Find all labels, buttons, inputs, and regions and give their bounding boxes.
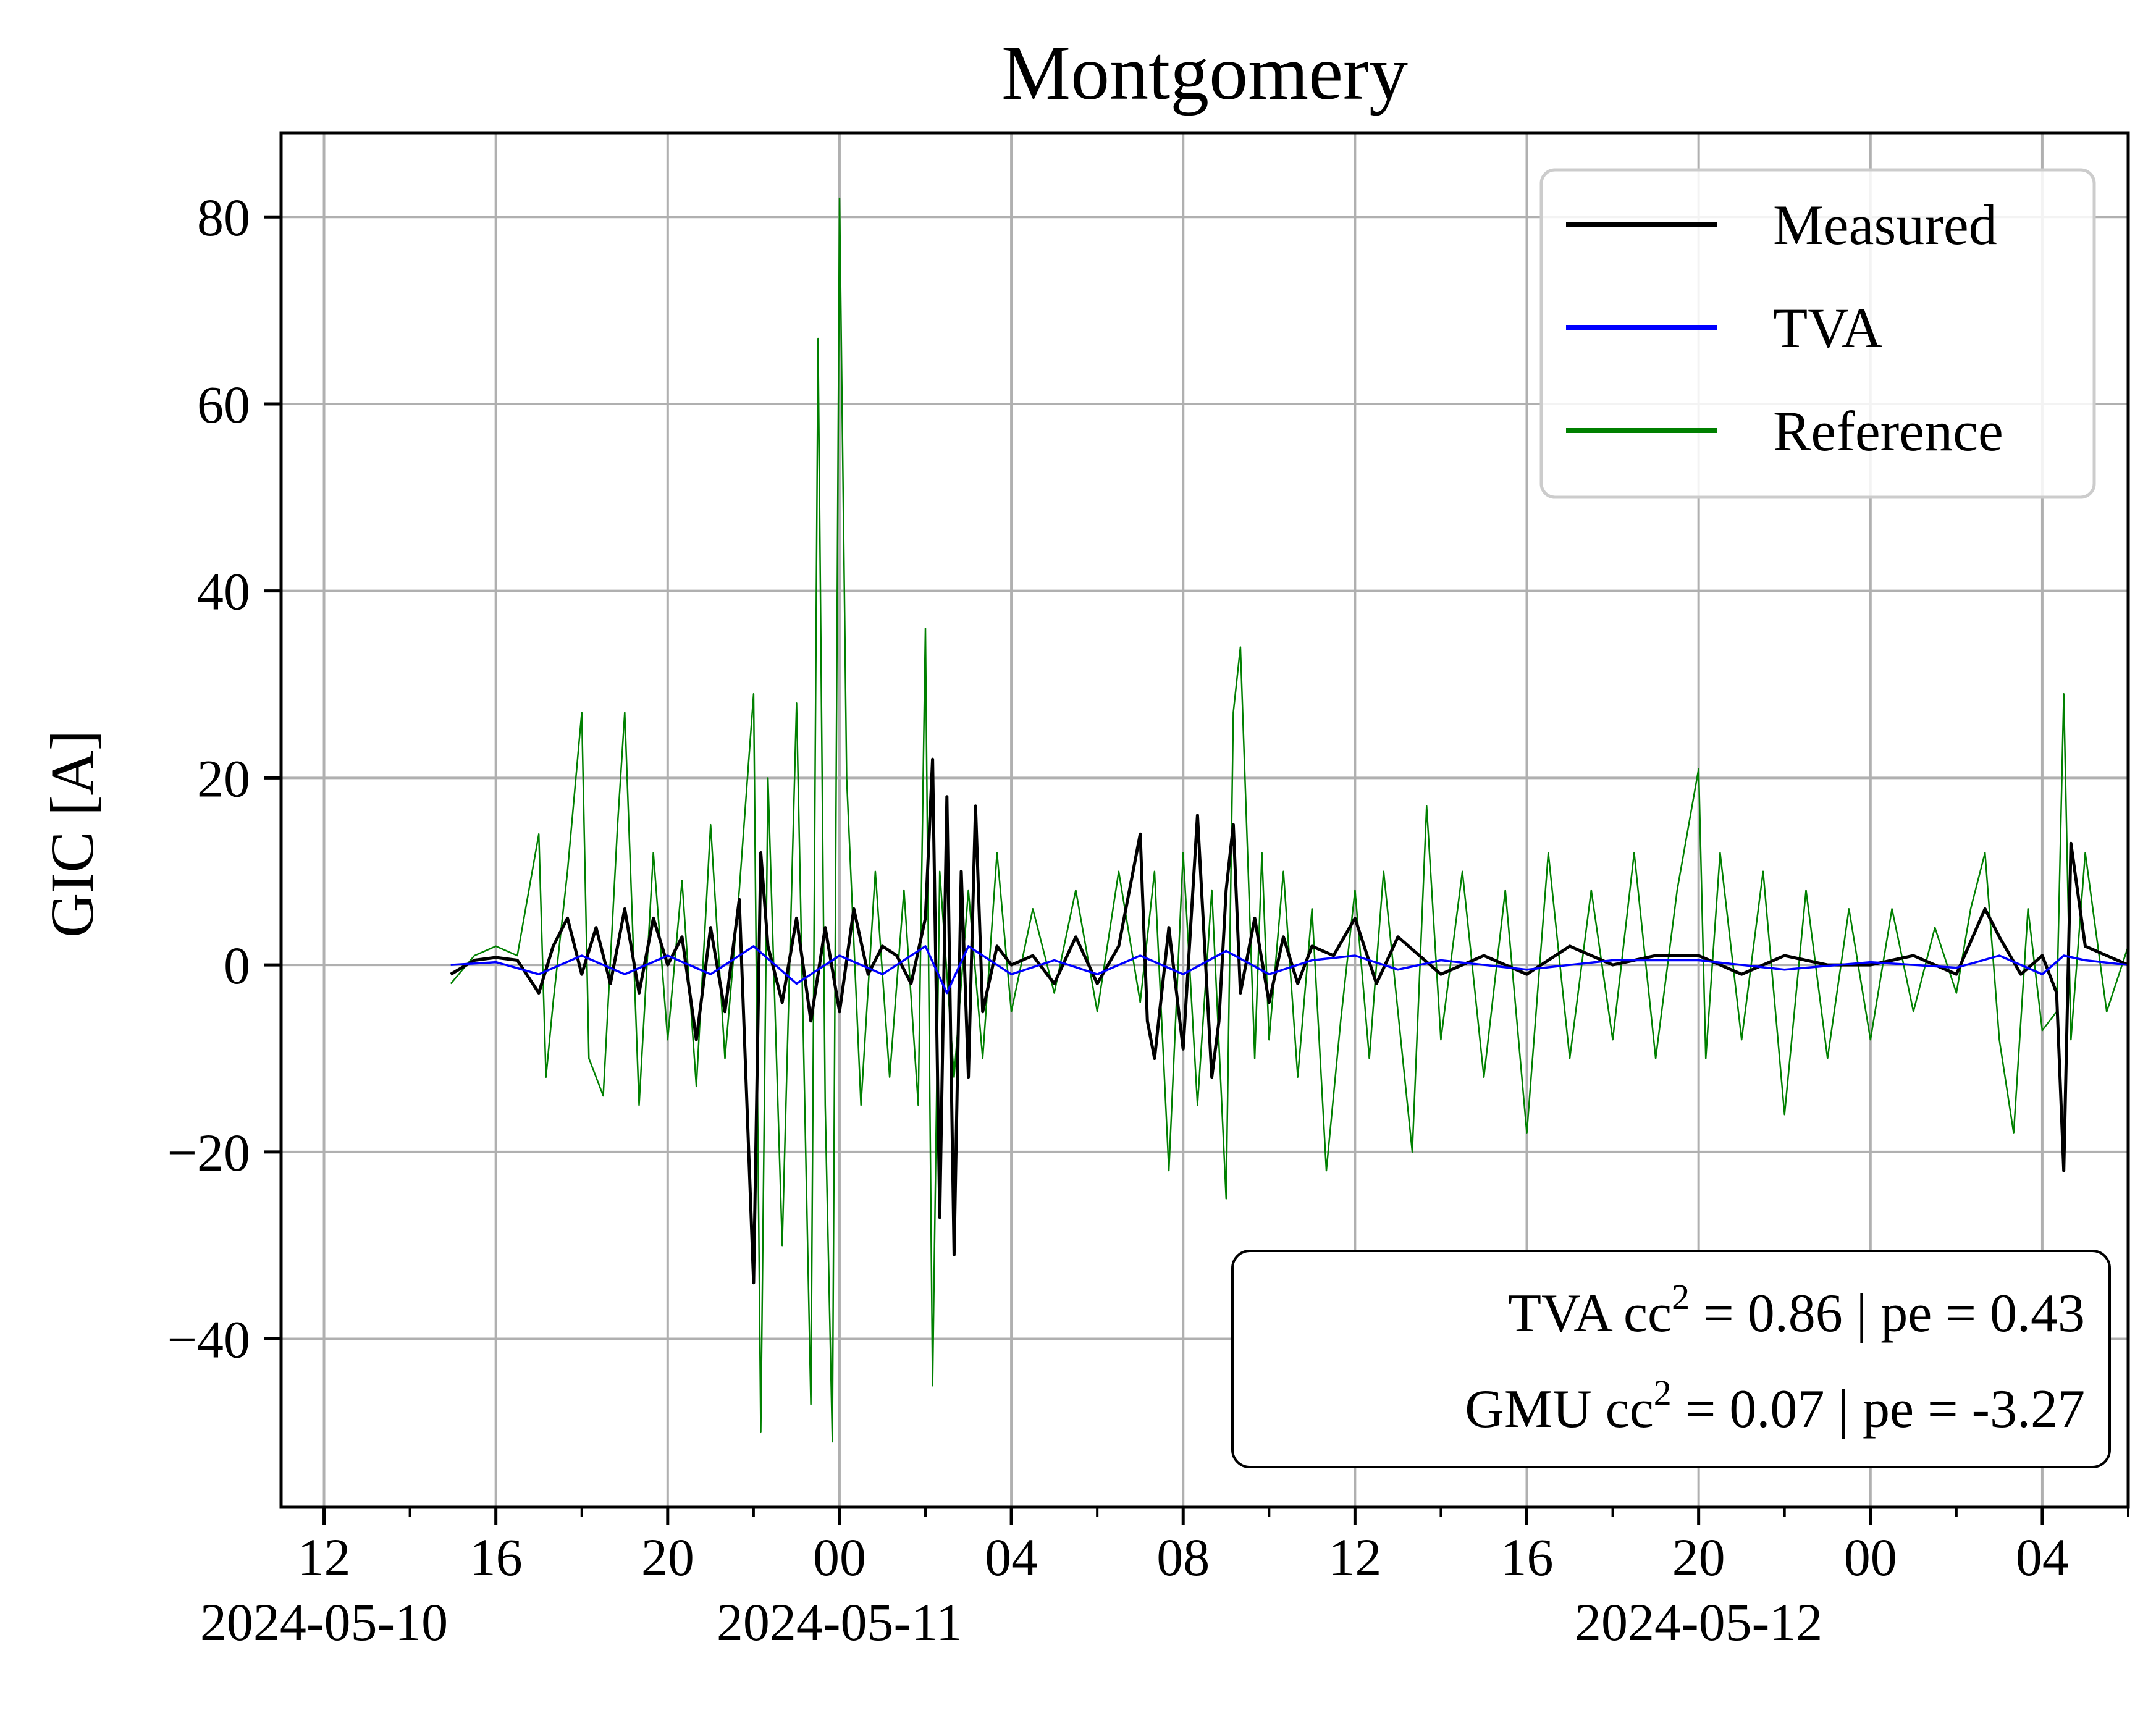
x-tick-label: 20: [1672, 1528, 1725, 1587]
y-axis: 80 60 40 20 0 −20 −40: [167, 188, 281, 1369]
chart-title: Montgomery: [1001, 30, 1408, 116]
series-line-tva: [450, 945, 2129, 995]
x-tick-label: 08: [1156, 1528, 1210, 1587]
y-tick-label: −20: [167, 1123, 250, 1182]
x-tick-label: 16: [1501, 1528, 1554, 1587]
annotation-tva: TVA cc2 = 0.86 | pe = 0.43: [1508, 1277, 2085, 1344]
annotation-gmu: GMU cc2 = 0.07 | pe = -3.27: [1465, 1373, 2085, 1439]
series-line-measured: [450, 757, 2129, 1285]
metrics-annotation: TVA cc2 = 0.86 | pe = 0.43 GMU cc2 = 0.0…: [1231, 1250, 2111, 1468]
y-tick-label: 40: [197, 562, 250, 621]
legend-label-measured: Measured: [1773, 193, 1997, 256]
y-tick-label: 20: [197, 749, 250, 808]
x-tick-label: 04: [985, 1528, 1038, 1587]
y-tick-label: −40: [167, 1310, 250, 1369]
x-tick-label: 04: [2016, 1528, 2069, 1587]
legend-label-reference: Reference: [1773, 400, 2003, 463]
y-tick-label: 0: [224, 936, 250, 995]
x-tick-label: 12: [1328, 1528, 1381, 1587]
y-tick-label: 60: [197, 375, 250, 434]
legend-label-tva: TVA: [1773, 297, 1882, 360]
x-tick-label: 12: [298, 1528, 351, 1587]
annotation-box: [1231, 1250, 2111, 1468]
series-line-reference: [450, 197, 2129, 1443]
x-tick-label: 00: [1844, 1528, 1897, 1587]
y-tick-label: 80: [197, 188, 250, 247]
legend-box: [1539, 168, 2096, 499]
x-date-label: 2024-05-11: [717, 1592, 962, 1652]
x-tick-label: 16: [470, 1528, 523, 1587]
x-tick-label: 00: [813, 1528, 866, 1587]
legend: Measured TVA Reference: [1539, 168, 2096, 499]
x-tick-label: 20: [641, 1528, 694, 1587]
y-axis-label: GIC [A]: [38, 730, 106, 938]
x-date-label: 2024-05-10: [200, 1592, 448, 1652]
series-layer: [450, 197, 2129, 1443]
x-date-label: 2024-05-12: [1575, 1592, 1822, 1652]
plot-frame: [279, 131, 2130, 1509]
